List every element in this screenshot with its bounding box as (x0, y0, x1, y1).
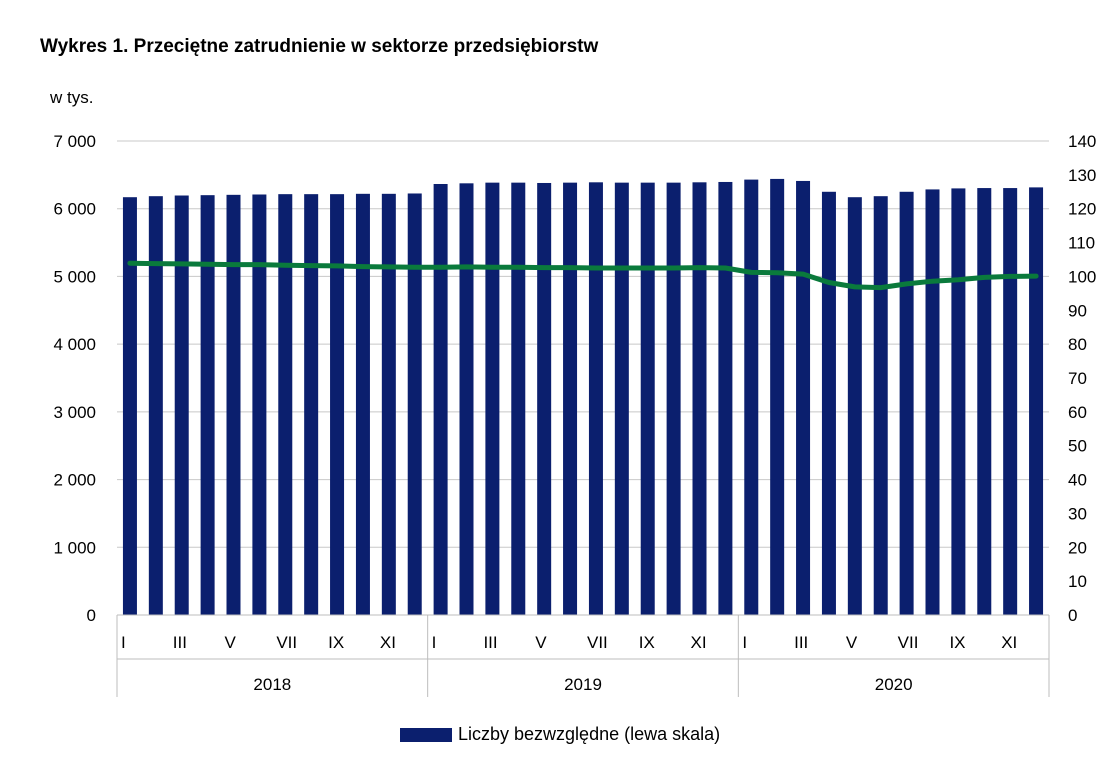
bar (847, 197, 862, 615)
y2-tick-label: 40 (1068, 471, 1087, 490)
bar (122, 197, 137, 615)
bar (614, 182, 629, 615)
x-month-label: XI (691, 633, 707, 652)
x-month-label: V (846, 633, 858, 652)
x-month-label: VII (276, 633, 297, 652)
bar (226, 194, 241, 615)
bar (692, 182, 707, 615)
x-month-label: VII (898, 633, 919, 652)
y2-tick-label: 110 (1068, 234, 1095, 253)
bar (148, 196, 163, 616)
bar (588, 182, 603, 615)
x-month-label: IX (949, 633, 965, 652)
x-month-label: IX (639, 633, 655, 652)
y-tick-label: 3 000 (53, 403, 96, 422)
x-month-label: I (742, 633, 747, 652)
bar (770, 178, 785, 616)
bar (278, 194, 293, 616)
y2-tick-label: 140 (1068, 132, 1096, 151)
x-year-label: 2019 (564, 675, 602, 694)
bar (640, 182, 655, 615)
y-tick-label: 1 000 (53, 538, 96, 557)
chart-title: Wykres 1. Przeciętne zatrudnienie w sekt… (40, 36, 599, 57)
y2-tick-label: 60 (1068, 403, 1087, 422)
y2-tick-label: 100 (1068, 267, 1096, 286)
bar (873, 196, 888, 616)
x-year-label: 2018 (253, 675, 291, 694)
bar (433, 183, 448, 615)
bar (821, 191, 836, 616)
y2-tick-label: 10 (1068, 572, 1087, 591)
bar (200, 195, 215, 615)
bar (951, 188, 966, 615)
y2-tick-label: 50 (1068, 437, 1087, 456)
chart-plot: 0 1 000 2 000 3 000 4 000 5 000 6 000 7 000 0 10 2… (53, 132, 1096, 697)
bar (899, 191, 914, 616)
bar (355, 193, 370, 615)
y2-tick-label: 130 (1068, 166, 1096, 185)
y2-tick-label: 30 (1068, 504, 1087, 523)
y2-tick-label: 120 (1068, 200, 1096, 219)
x-year-label: 2020 (875, 675, 913, 694)
x-month-label: V (225, 633, 237, 652)
bar (977, 188, 992, 615)
x-month-label: V (535, 633, 547, 652)
y-tick-label: 2 000 (53, 471, 96, 490)
bar (666, 182, 681, 615)
bar (511, 182, 526, 615)
x-month-label: III (483, 633, 497, 652)
y2-tick-label: 20 (1068, 538, 1087, 557)
y-tick-label: 7 000 (53, 132, 96, 151)
bar (537, 182, 552, 616)
bar (407, 193, 422, 615)
x-month-label: I (121, 633, 126, 652)
series-line (127, 260, 1039, 291)
bar (459, 183, 474, 616)
bar (796, 180, 811, 616)
y-tick-label: 5 000 (53, 267, 96, 286)
bar (1003, 188, 1018, 615)
y2-tick-label: 90 (1068, 301, 1087, 320)
bar (925, 189, 940, 615)
y-tick-label: 4 000 (53, 335, 96, 354)
x-month-label: VII (587, 633, 608, 652)
x-month-label: I (432, 633, 437, 652)
bar (563, 182, 578, 615)
x-month-label: XI (380, 633, 396, 652)
bar (744, 179, 759, 615)
y-tick-label: 0 (87, 606, 96, 625)
legend-label-bars: Liczby bezwzględne (lewa skala) (458, 724, 721, 744)
x-month-label: IX (328, 633, 344, 652)
x-month-label: III (794, 633, 808, 652)
x-month-label: XI (1001, 633, 1017, 652)
y2-tick-label: 0 (1068, 606, 1077, 625)
bar (485, 182, 500, 615)
bar (330, 194, 345, 616)
y-tick-label: 6 000 (53, 200, 96, 219)
x-month-label: III (173, 633, 187, 652)
bar (304, 194, 319, 616)
y2-tick-label: 80 (1068, 335, 1087, 354)
bar (252, 194, 267, 615)
bar (1029, 187, 1044, 616)
legend: Liczby bezwzględne (lewa skala) (400, 724, 720, 745)
legend-swatch-bars (400, 727, 452, 742)
bar (718, 181, 733, 615)
bar (381, 193, 396, 615)
y2-tick-label: 70 (1068, 369, 1087, 388)
bar (174, 195, 189, 615)
y-axis-unit-label: w tys. (50, 88, 94, 107)
